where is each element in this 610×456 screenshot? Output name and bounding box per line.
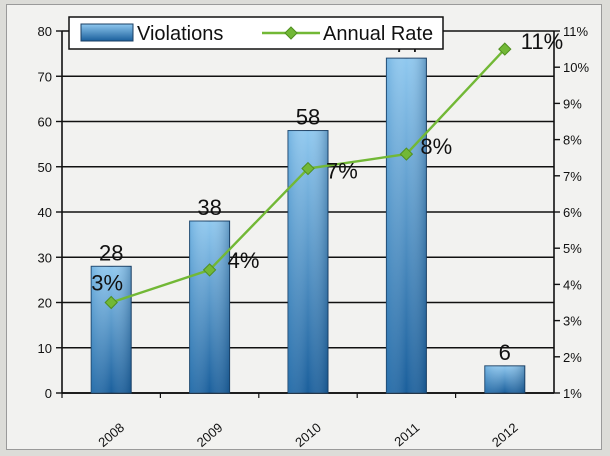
left-axis-tick-label: 30 [38, 250, 52, 265]
left-axis-tick-label: 70 [38, 69, 52, 84]
violations-bar-shade [386, 58, 426, 393]
x-axis-category-label: 2010 [292, 420, 324, 450]
annual-rate-data-label: 3% [91, 271, 123, 296]
legend-label-annual-rate: Annual Rate [323, 23, 433, 45]
violations-bar-shade [190, 221, 230, 393]
annual-rate-data-label: 8% [420, 134, 452, 159]
x-axis-category-label: 2008 [95, 420, 127, 450]
right-axis-tick-label: 11% [563, 24, 588, 39]
annual-rate-data-label: 4% [228, 248, 260, 273]
violations-data-label: 38 [197, 195, 221, 220]
right-axis-tick-label: 8% [563, 133, 582, 148]
right-axis-tick-label: 7% [563, 169, 582, 184]
right-axis-tick-label: 6% [563, 205, 582, 220]
left-axis-tick-label: 50 [38, 160, 52, 175]
violations-bar-shade [485, 366, 525, 393]
right-axis-tick-label: 3% [563, 314, 582, 329]
right-axis-tick-label: 9% [563, 96, 582, 111]
violations-data-label: 6 [499, 340, 511, 365]
x-axis-category-label: 2009 [194, 420, 226, 450]
x-axis-category-label: 2011 [391, 420, 422, 449]
left-axis-tick-label: 80 [38, 24, 52, 39]
left-axis-tick-label: 20 [38, 296, 52, 311]
annual-rate-data-label: 11% [521, 29, 563, 54]
right-axis-tick-label: 10% [563, 60, 589, 75]
combo-chart: 010203040506070801%2%3%4%5%6%7%8%9%10%11… [7, 5, 603, 451]
left-axis-tick-label: 10 [38, 341, 52, 356]
annual-rate-data-label: 7% [326, 159, 358, 184]
left-axis-tick-label: 40 [38, 205, 52, 220]
left-axis-tick-label: 60 [38, 115, 52, 130]
right-axis-tick-label: 5% [563, 241, 582, 256]
legend-label-violations: Violations [137, 23, 223, 45]
left-axis-tick-label: 0 [45, 386, 52, 401]
chart-frame: 0 10 20 30 40 50 60 70 80 1% 2% 3% 4% 5% 6% 7% 8% 9% 10% 11… [6, 4, 602, 450]
right-axis-tick-label: 1% [563, 386, 582, 401]
x-axis-category-label: 2012 [489, 420, 521, 450]
violations-data-label: 58 [296, 105, 320, 130]
right-axis-tick-label: 4% [563, 277, 582, 292]
legend: Violations Annual Rate [69, 17, 443, 49]
legend-bar-swatch [81, 24, 133, 41]
right-axis-tick-label: 2% [563, 350, 582, 365]
violations-data-label: 28 [99, 240, 123, 265]
